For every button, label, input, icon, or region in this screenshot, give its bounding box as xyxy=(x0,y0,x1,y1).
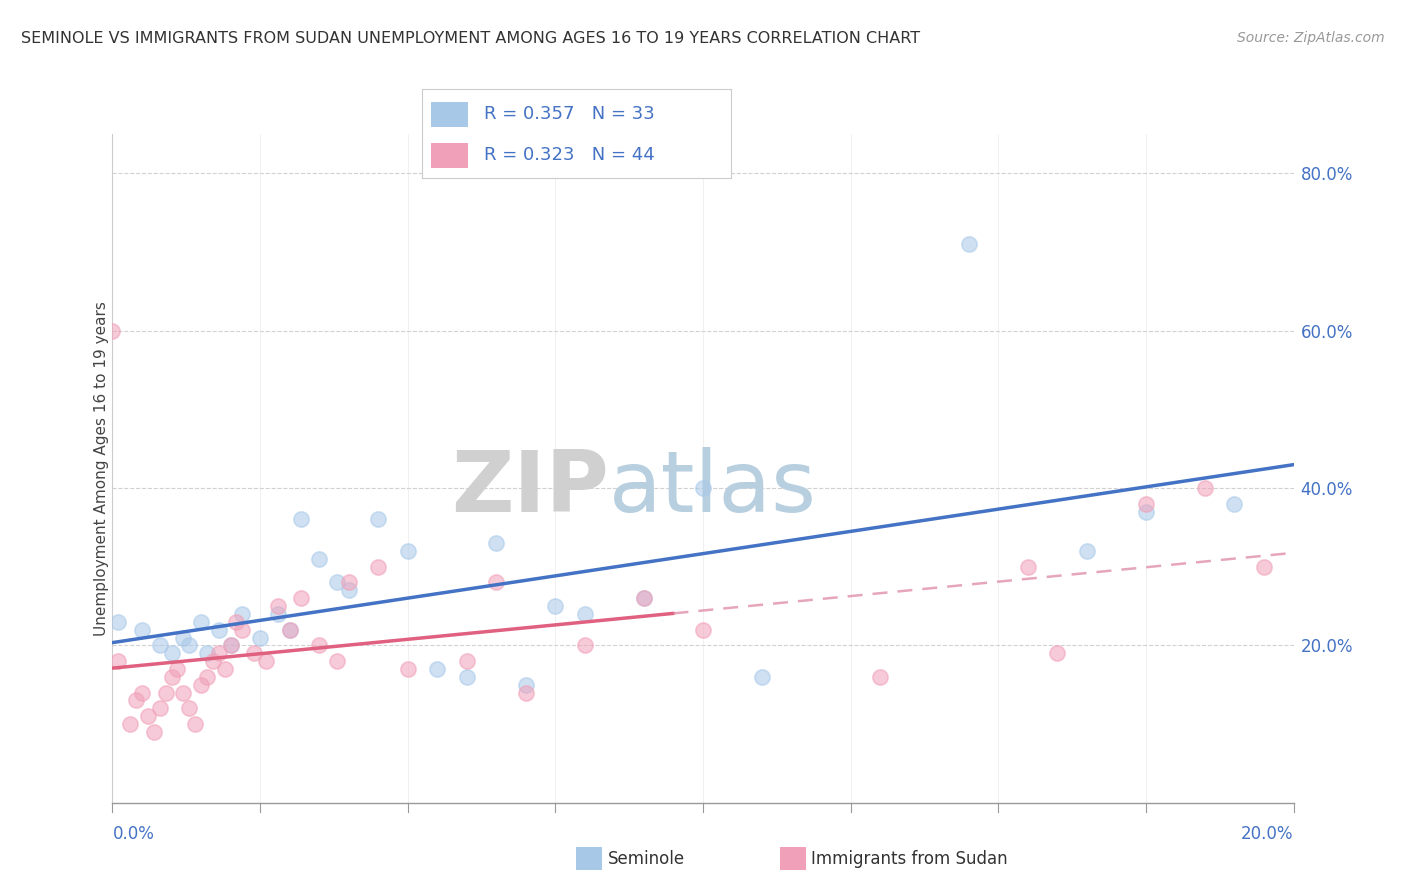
Point xyxy=(290,591,312,606)
Point xyxy=(243,646,266,660)
Point xyxy=(869,670,891,684)
Point xyxy=(160,670,183,684)
Point xyxy=(1076,544,1098,558)
Point xyxy=(337,583,360,598)
Point xyxy=(190,615,212,629)
Point xyxy=(125,693,148,707)
Point xyxy=(149,701,172,715)
Point xyxy=(231,607,253,621)
Text: atlas: atlas xyxy=(609,447,817,530)
Point xyxy=(155,685,177,699)
Point xyxy=(1223,497,1246,511)
Point xyxy=(692,481,714,495)
Point xyxy=(326,654,349,668)
Point xyxy=(308,551,330,566)
Point xyxy=(249,631,271,645)
Text: 0.0%: 0.0% xyxy=(112,825,155,843)
Y-axis label: Unemployment Among Ages 16 to 19 years: Unemployment Among Ages 16 to 19 years xyxy=(94,301,108,636)
Point xyxy=(574,639,596,653)
Point xyxy=(337,575,360,590)
Point xyxy=(1135,505,1157,519)
Point xyxy=(136,709,159,723)
Text: R = 0.357   N = 33: R = 0.357 N = 33 xyxy=(484,105,654,123)
Point xyxy=(149,639,172,653)
Point xyxy=(208,623,231,637)
Point xyxy=(120,717,142,731)
Bar xyxy=(432,143,468,168)
Point xyxy=(456,670,478,684)
Point xyxy=(367,512,389,526)
Point xyxy=(1017,559,1039,574)
Point xyxy=(190,678,212,692)
Point xyxy=(225,615,247,629)
Point xyxy=(396,662,419,676)
Point xyxy=(179,701,201,715)
Point xyxy=(544,599,567,613)
Text: Immigrants from Sudan: Immigrants from Sudan xyxy=(811,849,1008,868)
Point xyxy=(107,615,129,629)
Point xyxy=(278,623,301,637)
Point xyxy=(751,670,773,684)
Point xyxy=(1135,497,1157,511)
Point xyxy=(208,646,231,660)
Point xyxy=(515,685,537,699)
Point xyxy=(1253,559,1275,574)
Point xyxy=(219,639,242,653)
Point xyxy=(515,678,537,692)
Point xyxy=(426,662,449,676)
Point xyxy=(267,599,290,613)
Point xyxy=(1046,646,1069,660)
Point xyxy=(214,662,236,676)
Text: SEMINOLE VS IMMIGRANTS FROM SUDAN UNEMPLOYMENT AMONG AGES 16 TO 19 YEARS CORRELA: SEMINOLE VS IMMIGRANTS FROM SUDAN UNEMPL… xyxy=(21,31,920,46)
Point xyxy=(101,324,124,338)
Text: R = 0.323   N = 44: R = 0.323 N = 44 xyxy=(484,146,654,164)
Point xyxy=(633,591,655,606)
Text: Source: ZipAtlas.com: Source: ZipAtlas.com xyxy=(1237,31,1385,45)
Point xyxy=(107,654,129,668)
Point xyxy=(367,559,389,574)
Point xyxy=(172,685,194,699)
Bar xyxy=(432,102,468,127)
Point xyxy=(131,685,153,699)
Point xyxy=(456,654,478,668)
Point xyxy=(201,654,224,668)
Text: ZIP: ZIP xyxy=(451,447,609,530)
Text: 20.0%: 20.0% xyxy=(1241,825,1294,843)
Point xyxy=(692,623,714,637)
Point xyxy=(574,607,596,621)
Point xyxy=(1194,481,1216,495)
Point xyxy=(219,639,242,653)
Point xyxy=(485,536,508,550)
Point xyxy=(131,623,153,637)
Point xyxy=(166,662,188,676)
Point xyxy=(267,607,290,621)
Point xyxy=(485,575,508,590)
Text: Seminole: Seminole xyxy=(607,849,685,868)
Point xyxy=(633,591,655,606)
Point xyxy=(195,670,218,684)
Point xyxy=(396,544,419,558)
Point xyxy=(957,237,980,252)
Point xyxy=(179,639,201,653)
Point xyxy=(195,646,218,660)
Point xyxy=(184,717,207,731)
Point xyxy=(326,575,349,590)
Point xyxy=(160,646,183,660)
Point xyxy=(254,654,277,668)
Point xyxy=(278,623,301,637)
Point xyxy=(290,512,312,526)
Point xyxy=(231,623,253,637)
Point xyxy=(308,639,330,653)
Point xyxy=(142,725,165,739)
Point xyxy=(172,631,194,645)
